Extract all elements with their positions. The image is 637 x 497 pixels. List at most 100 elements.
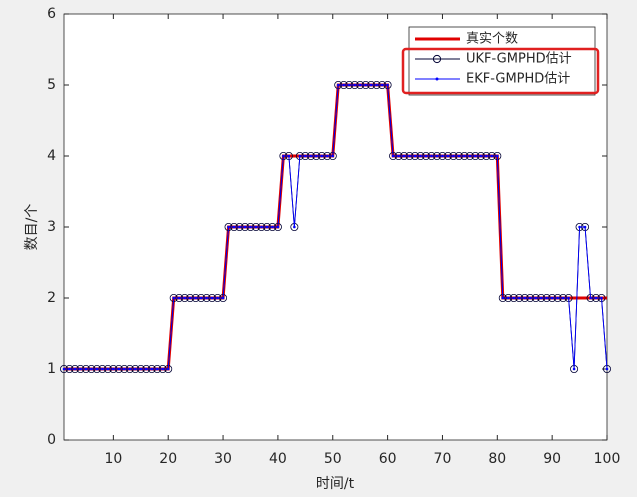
marker xyxy=(155,367,159,371)
marker xyxy=(265,225,269,229)
marker xyxy=(479,154,483,158)
marker xyxy=(123,367,126,371)
marker xyxy=(528,296,532,300)
marker xyxy=(260,225,263,229)
legend-label: 真实个数 xyxy=(466,32,518,47)
marker xyxy=(73,367,77,371)
marker xyxy=(112,367,115,371)
marker xyxy=(430,154,433,158)
x-tick-label: 20 xyxy=(159,451,177,467)
marker xyxy=(161,367,165,371)
marker xyxy=(276,225,280,229)
marker xyxy=(463,154,466,158)
y-tick-label: 6 xyxy=(47,6,56,22)
marker xyxy=(139,367,143,371)
marker xyxy=(561,296,565,300)
marker xyxy=(194,296,197,300)
marker xyxy=(199,296,203,300)
marker xyxy=(572,367,576,371)
legend-marker xyxy=(435,77,439,81)
marker xyxy=(517,296,521,300)
marker xyxy=(320,154,324,158)
marker xyxy=(227,225,230,229)
marker xyxy=(419,154,422,158)
marker xyxy=(128,367,132,371)
y-tick-label: 3 xyxy=(47,219,56,235)
highlight-box xyxy=(401,47,600,95)
y-tick-label: 1 xyxy=(47,361,56,377)
marker xyxy=(232,225,236,229)
marker xyxy=(325,154,329,158)
marker xyxy=(309,154,313,158)
marker xyxy=(238,225,241,229)
y-tick-label: 0 xyxy=(47,432,56,448)
x-tick-label: 90 xyxy=(543,451,561,467)
x-tick-label: 50 xyxy=(324,451,342,467)
marker xyxy=(90,367,93,371)
marker xyxy=(106,367,110,371)
marker xyxy=(304,154,307,158)
marker xyxy=(282,154,285,158)
marker xyxy=(506,296,510,300)
marker xyxy=(95,367,99,371)
marker xyxy=(567,296,570,300)
marker xyxy=(578,225,581,229)
marker xyxy=(315,154,318,158)
marker xyxy=(188,296,192,300)
marker xyxy=(468,154,472,158)
marker xyxy=(545,296,548,300)
marker xyxy=(501,296,505,300)
marker xyxy=(134,367,137,371)
legend-marker xyxy=(432,54,442,64)
marker xyxy=(364,83,367,87)
marker xyxy=(254,225,258,229)
marker xyxy=(589,296,592,300)
x-axis-label: 时间/t xyxy=(316,476,355,492)
marker xyxy=(556,296,559,300)
marker xyxy=(424,154,428,158)
marker xyxy=(539,296,543,300)
marker xyxy=(446,154,450,158)
marker xyxy=(523,296,527,300)
marker xyxy=(150,367,154,371)
x-tick-label: 80 xyxy=(488,451,506,467)
legend-label: UKF-GMPHD估计 xyxy=(466,52,572,67)
marker xyxy=(68,367,71,371)
y-tick-label: 5 xyxy=(47,77,56,93)
marker xyxy=(62,367,66,371)
marker xyxy=(386,83,389,87)
marker xyxy=(210,296,214,300)
marker xyxy=(435,154,439,158)
marker xyxy=(600,296,603,300)
y-tick-label: 2 xyxy=(47,290,56,306)
marker xyxy=(172,296,175,300)
y-axis-label: 数目/个 xyxy=(24,204,40,251)
marker xyxy=(353,83,356,87)
marker xyxy=(413,154,417,158)
marker xyxy=(298,154,302,158)
marker xyxy=(512,296,516,300)
marker xyxy=(496,154,499,158)
marker xyxy=(117,367,121,371)
marker xyxy=(402,154,406,158)
marker xyxy=(408,154,411,158)
marker xyxy=(369,83,373,87)
marker xyxy=(84,367,88,371)
marker xyxy=(391,154,395,158)
marker xyxy=(342,83,346,87)
marker xyxy=(583,225,587,229)
marker xyxy=(358,83,362,87)
legend-label: EKF-GMPHD估计 xyxy=(466,72,570,87)
x-tick-label: 100 xyxy=(594,451,621,467)
x-tick-label: 60 xyxy=(379,451,397,467)
marker xyxy=(441,154,444,158)
marker xyxy=(490,154,494,158)
marker xyxy=(534,296,537,300)
marker xyxy=(331,154,335,158)
series-line xyxy=(64,84,608,370)
y-tick-label: 4 xyxy=(47,148,56,164)
marker xyxy=(347,83,351,87)
x-tick-label: 40 xyxy=(269,451,287,467)
marker xyxy=(271,225,274,229)
